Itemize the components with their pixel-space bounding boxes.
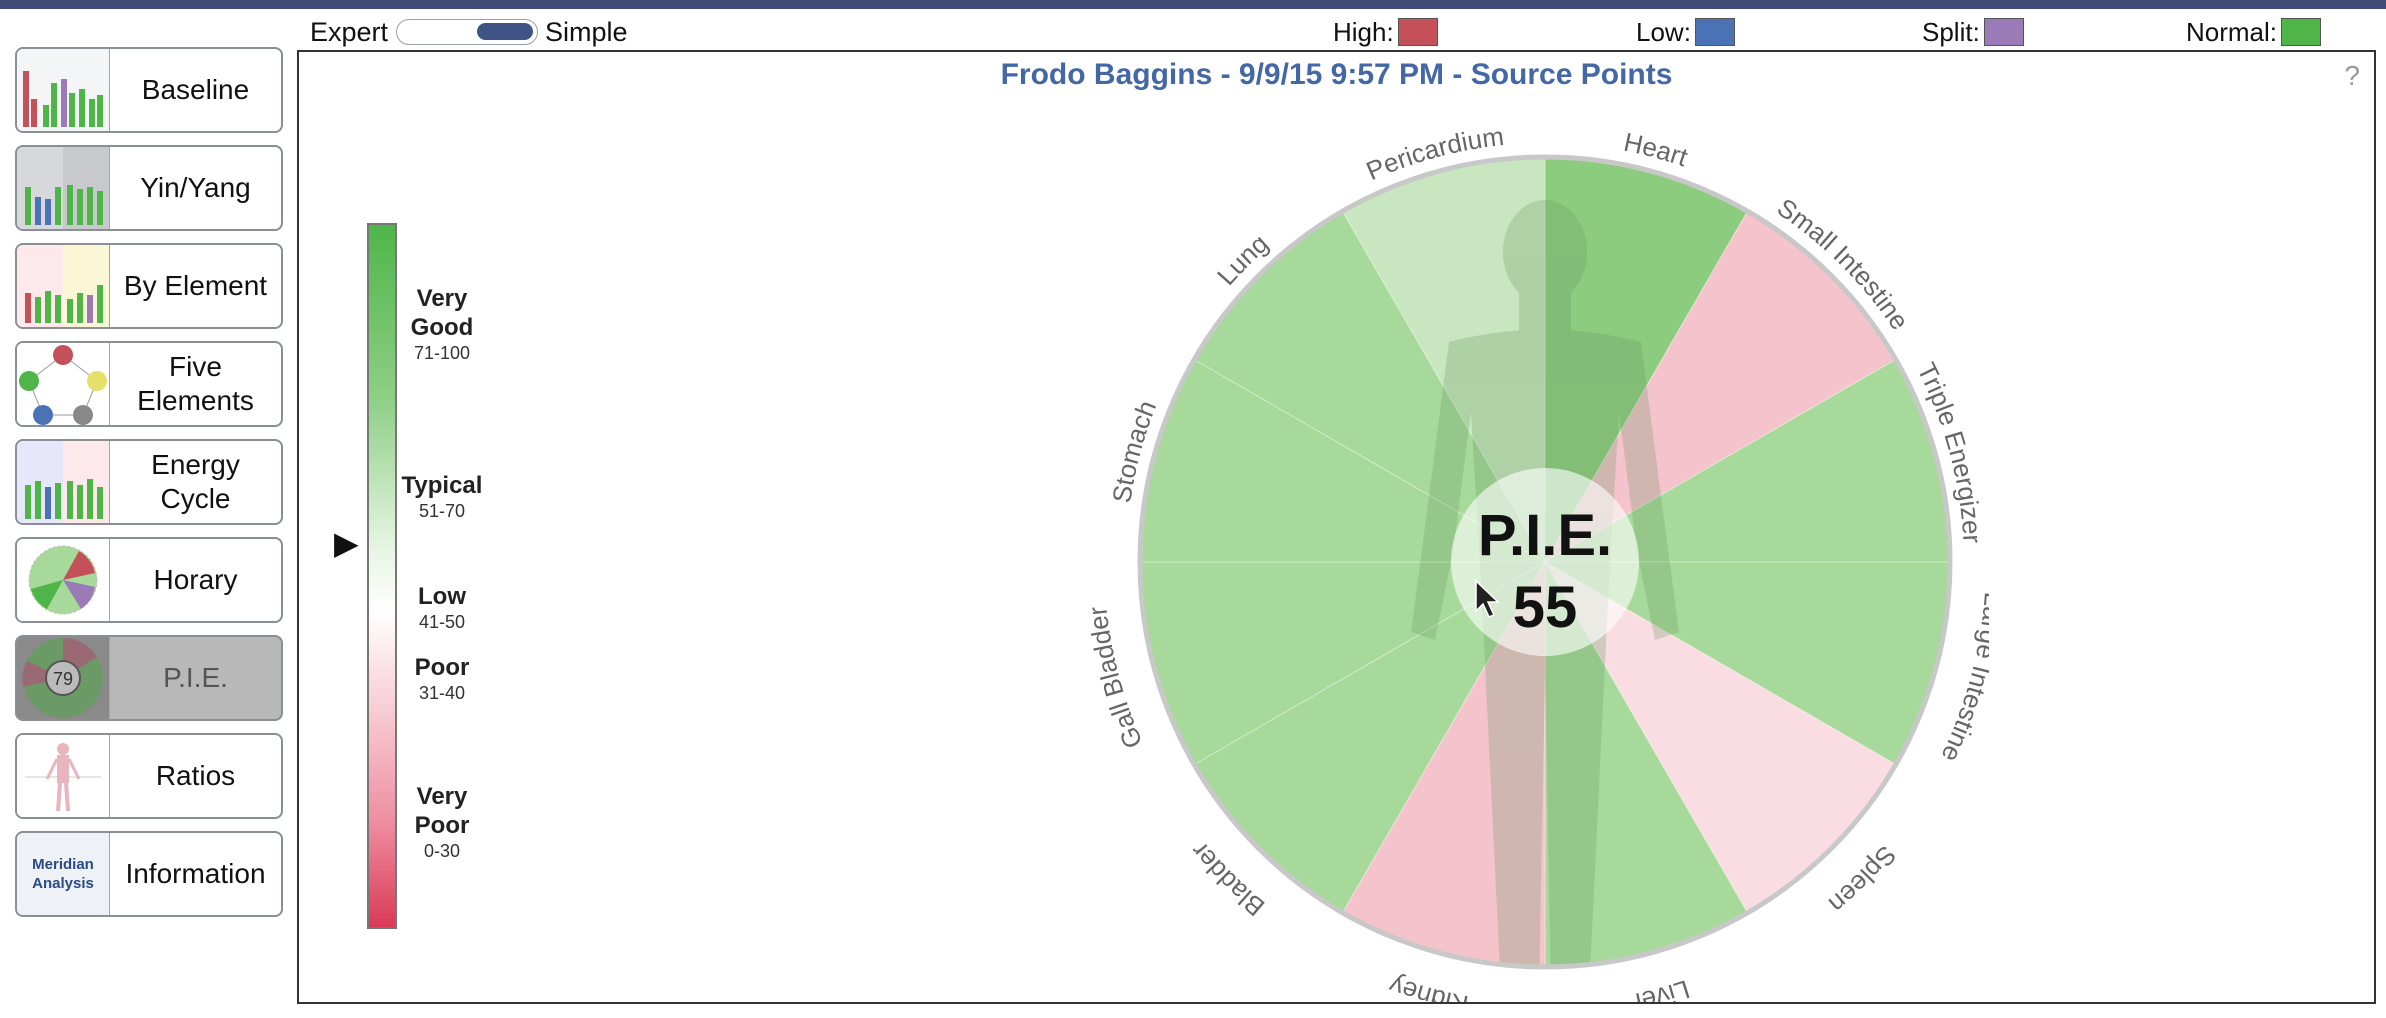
nav-pie-button[interactable]: 79 P.I.E. — [15, 635, 283, 721]
nav-yin-yang-button[interactable]: Yin/Yang — [15, 145, 283, 231]
meridian-analysis-icon: Meridian Analysis — [17, 833, 110, 915]
scale-level-range: 0-30 — [423, 841, 461, 861]
scale-pointer-icon: ▶ — [334, 525, 359, 561]
mode-simple-label[interactable]: Simple — [545, 17, 628, 47]
bar-chart-icon — [17, 49, 110, 131]
body-figure-icon — [17, 735, 110, 817]
nav-information-label[interactable]: Information — [125, 858, 266, 889]
mode-toggle-switch[interactable] — [396, 19, 538, 45]
horary-pie-icon — [17, 539, 110, 621]
legend-normal: Normal: — [2186, 16, 2322, 48]
scale-level-name: Very Poor — [414, 783, 470, 839]
header-bar: Expert Simple High: Low: Split: Normal: — [0, 9, 2386, 52]
nav-information-button[interactable]: Meridian Analysis Information — [15, 831, 283, 917]
nav-baseline-label[interactable]: Baseline — [141, 74, 250, 105]
nav-energy-cycle-button[interactable]: Energy Cycle — [15, 439, 283, 525]
legend-high-label: High: — [1333, 16, 1394, 47]
scale-level-name: Very Good — [410, 285, 474, 341]
legend-split-swatch — [1983, 18, 2024, 46]
pie-center-circle — [1451, 468, 1639, 656]
pie-outer-ring — [1137, 154, 1953, 970]
mouse-cursor-icon — [1475, 579, 1500, 618]
page-title: Frodo Baggins - 9/9/15 9:57 PM - Source … — [1000, 58, 1673, 91]
legend-normal-swatch — [2281, 18, 2322, 46]
scale-level-poor: Poor 31-40 — [395, 653, 489, 704]
scale-level-name: Typical — [401, 472, 483, 499]
scale-level-name: Poor — [414, 654, 470, 681]
yin-yang-bars-icon — [17, 147, 110, 229]
rating-scale-bar — [367, 223, 397, 929]
pie-label-liver: Liver — [1630, 974, 1693, 1002]
legend-split-label: Split: — [1922, 16, 1980, 47]
nav-energy-cycle-label[interactable]: Energy Cycle — [151, 449, 240, 514]
legend-low: Low: — [1636, 16, 1735, 48]
scale-level-very-good: Very Good 71-100 — [395, 284, 489, 364]
scale-level-very-poor: Very Poor 0-30 — [395, 782, 489, 862]
pie-icon: 79 — [17, 637, 110, 719]
scale-level-low: Low 41-50 — [395, 582, 489, 633]
scale-level-range: 41-50 — [418, 612, 466, 632]
energy-cycle-icon — [17, 441, 110, 523]
legend-high-swatch — [1397, 18, 1438, 46]
window-top-bar — [0, 0, 2386, 9]
scale-level-name: Low — [418, 583, 466, 610]
legend-split: Split: — [1922, 16, 2024, 48]
nav-five-elements-button[interactable]: Five Elements — [15, 341, 283, 427]
meridian-analysis-text: Meridian Analysis — [32, 856, 94, 892]
nav-pie-label[interactable]: P.I.E. — [163, 662, 228, 693]
nav-by-element-button[interactable]: By Element — [15, 243, 283, 329]
nav-horary-button[interactable]: Horary — [15, 537, 283, 623]
scale-level-range: 51-70 — [418, 501, 466, 521]
mode-expert-label[interactable]: Expert — [310, 17, 389, 47]
legend-high: High: — [1333, 16, 1438, 48]
pie-center-value: 55 — [1513, 575, 1578, 640]
nav-horary-label[interactable]: Horary — [153, 564, 238, 595]
pie-thumb-value: 79 — [53, 669, 73, 689]
legend-low-label: Low: — [1636, 16, 1691, 47]
pie-label-kidney: Kidney — [1385, 970, 1471, 1002]
nav-ratios-label[interactable]: Ratios — [155, 760, 236, 791]
scale-level-range: 31-40 — [418, 683, 466, 703]
element-bars-icon — [17, 245, 110, 327]
main-panel: Frodo Baggins - 9/9/15 9:57 PM - Source … — [297, 50, 2376, 1004]
five-elements-icon — [17, 343, 110, 425]
pie-label-gall-bladder: Gall Bladder — [1089, 605, 1148, 753]
nav-by-element-label[interactable]: By Element — [123, 270, 268, 301]
nav-five-elements-label[interactable]: Five Elements — [137, 351, 254, 416]
scale-level-typical: Typical 51-70 — [395, 471, 489, 522]
nav-yin-yang-label[interactable]: Yin/Yang — [140, 172, 251, 203]
scale-level-range: 71-100 — [413, 343, 471, 363]
pie-center-label: P.I.E. — [1478, 503, 1612, 568]
pie-label-spleen: Spleen — [1823, 840, 1902, 919]
help-icon[interactable]: ? — [2344, 60, 2360, 91]
legend-low-swatch — [1694, 18, 1735, 46]
toggle-knob[interactable] — [477, 23, 533, 40]
nav-baseline-button[interactable]: Baseline — [15, 47, 283, 133]
nav-ratios-button[interactable]: Ratios — [15, 733, 283, 819]
legend-normal-label: Normal: — [2186, 16, 2278, 47]
